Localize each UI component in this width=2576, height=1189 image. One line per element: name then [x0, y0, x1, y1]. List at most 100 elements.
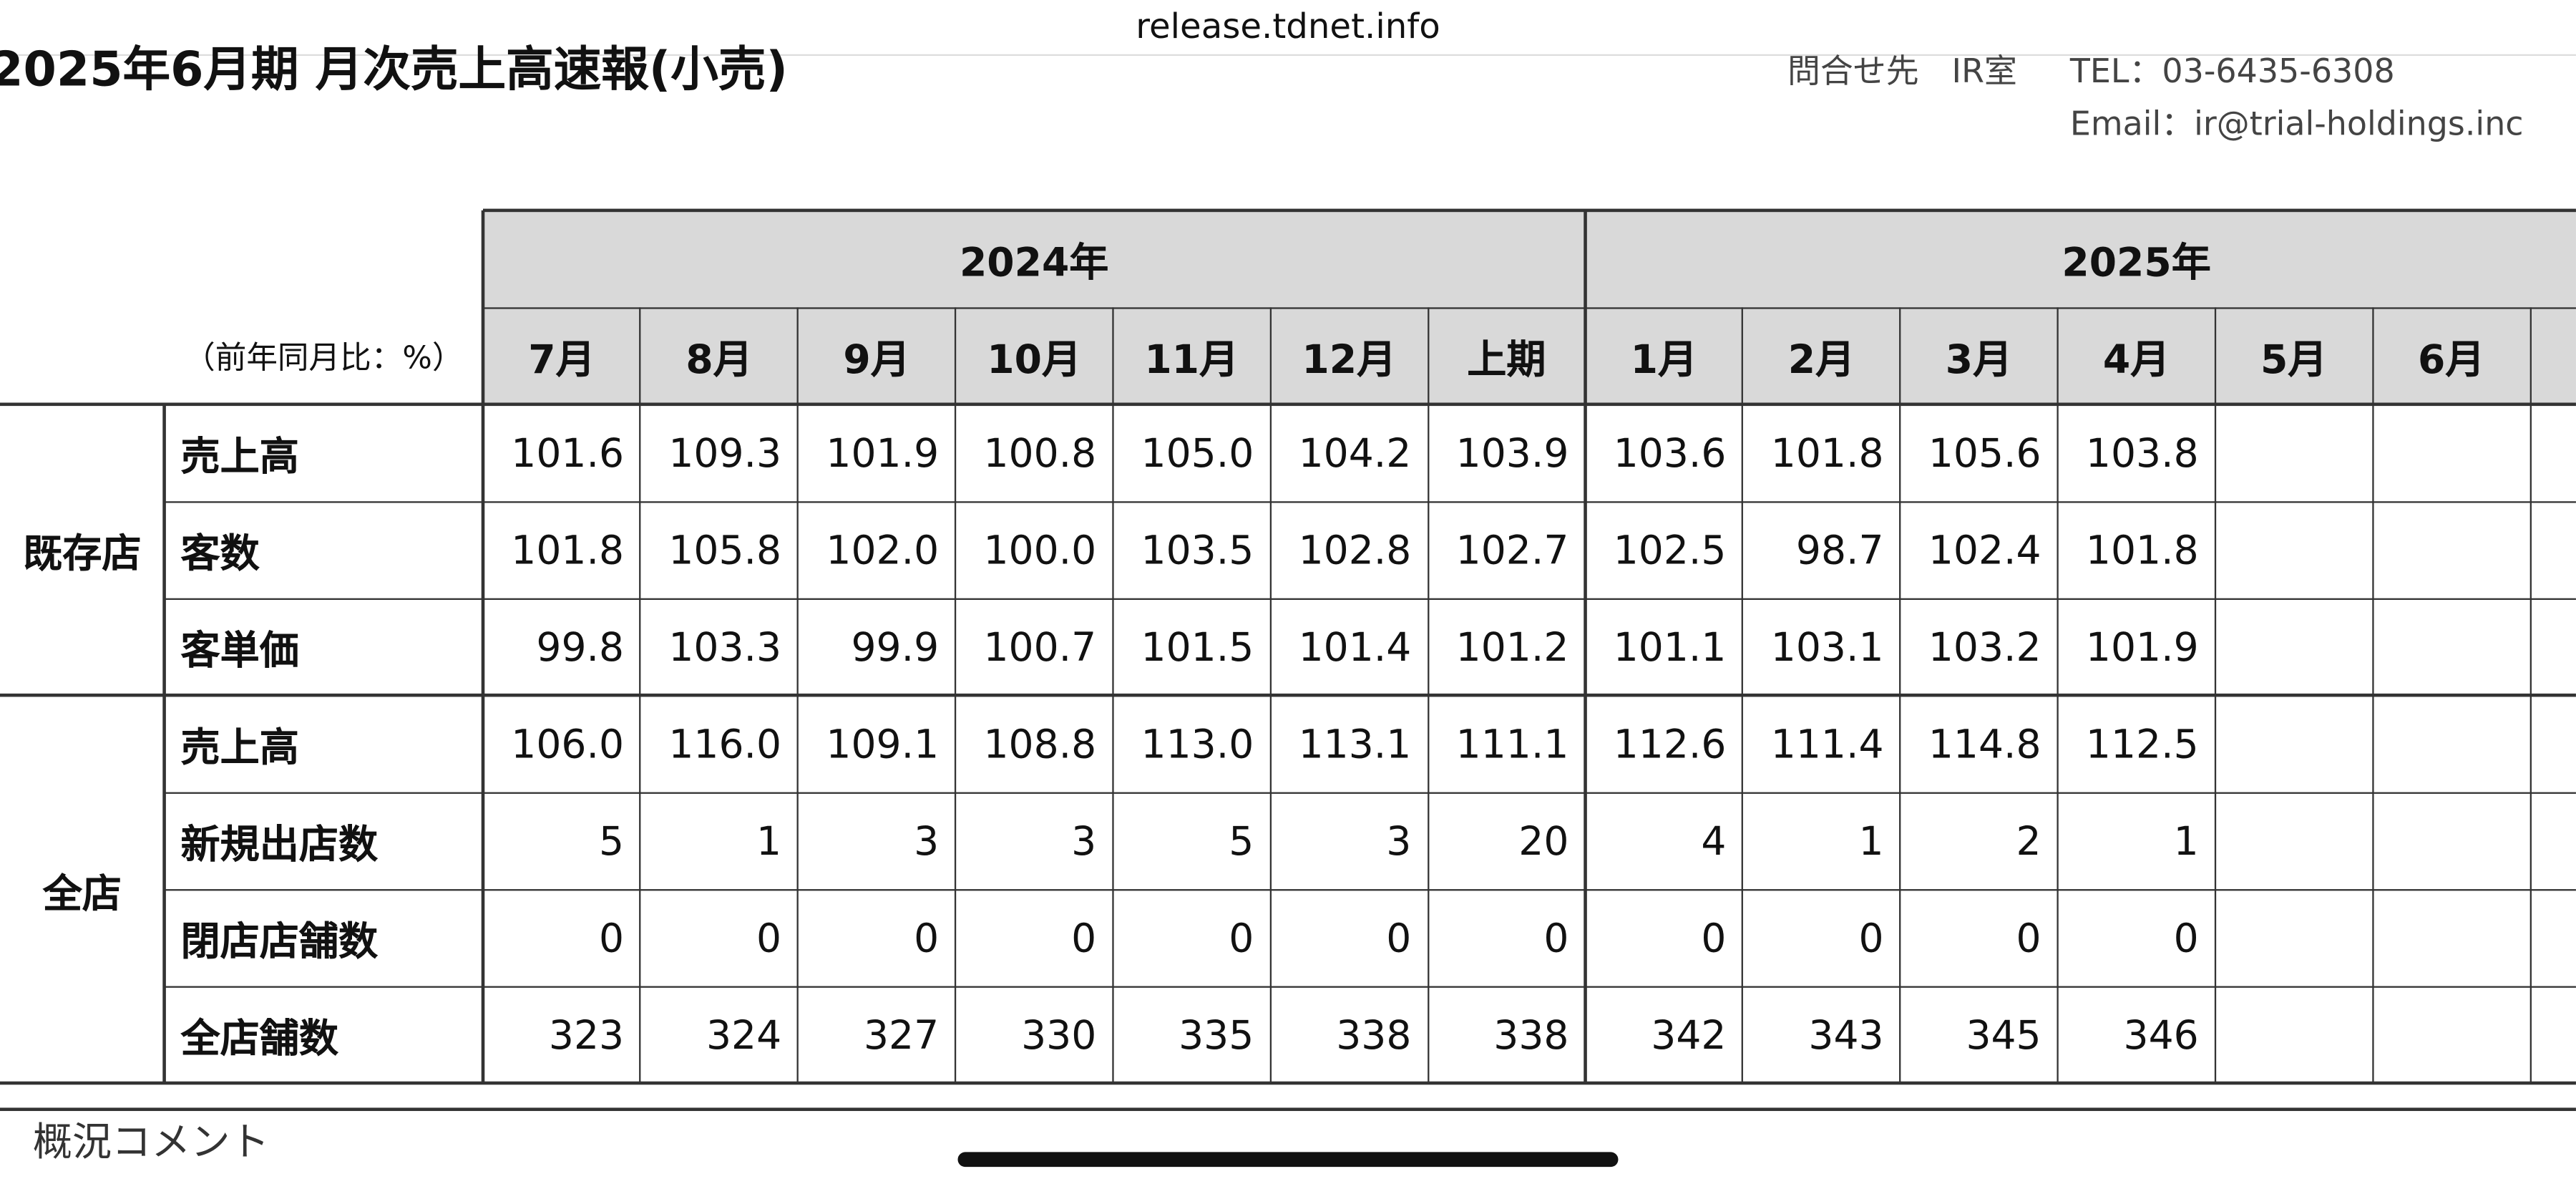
cell-value: 103.2 [1928, 623, 2041, 670]
cell-value: 1 [2173, 817, 2199, 864]
cell-value: 114.8 [1928, 720, 2041, 767]
cell-value: 100.7 [983, 623, 1097, 670]
cell-value: 338 [1493, 1011, 1569, 1058]
cell-value: 103.3 [668, 623, 782, 670]
column-header: 3月 [1945, 336, 2013, 383]
row-label: 客数 [180, 530, 260, 577]
grid-line [482, 306, 2576, 309]
cell-value: 0 [598, 914, 625, 961]
cell-value: 0 [2016, 914, 2041, 961]
cell-value: 109.3 [668, 430, 782, 476]
grid-line [1584, 210, 1587, 1083]
column-header: 9月 [843, 336, 910, 383]
grid-line [0, 402, 2576, 407]
cell-value: 116.0 [668, 720, 782, 767]
cell-value: 103.5 [1141, 526, 1254, 573]
footer-border [0, 1107, 2576, 1110]
url: release.tdnet.info [1136, 6, 1440, 47]
cell-value: 345 [1966, 1011, 2041, 1058]
cell-value: 3 [1071, 817, 1097, 864]
cell-value: 105.8 [668, 526, 782, 573]
grid-line [164, 888, 2576, 890]
column-header: 8月 [686, 336, 753, 383]
grid-line [797, 307, 799, 1083]
year-header: 2025年 [2062, 240, 2211, 286]
cell-value: 324 [706, 1011, 782, 1058]
cell-value: 98.7 [1795, 526, 1884, 573]
grid-line [2529, 307, 2531, 1083]
grid-line [955, 307, 957, 1083]
column-header: 6月 [2417, 336, 2485, 383]
column-header: 上期 [1467, 336, 1546, 383]
row-label: 客単価 [180, 628, 299, 674]
cell-value: 0 [1701, 914, 1727, 961]
cell-value: 4 [1701, 817, 1727, 864]
cell-value: 101.1 [1613, 623, 1727, 670]
cell-value: 101.9 [826, 430, 940, 476]
row-label: 閉店店舗数 [180, 918, 379, 965]
column-header: 11月 [1144, 336, 1239, 383]
cell-value: 0 [1543, 914, 1569, 961]
cell-value: 100.8 [983, 430, 1097, 476]
grid-line [164, 985, 2576, 987]
grid-line [1427, 307, 1429, 1083]
cell-value: 111.1 [1455, 720, 1569, 767]
cell-value: 3 [914, 817, 940, 864]
cell-value: 101.8 [511, 526, 625, 573]
cell-value: 0 [756, 914, 782, 961]
column-header: 10月 [987, 336, 1082, 383]
cell-value: 101.5 [1141, 623, 1254, 670]
cell-value: 101.9 [2085, 623, 2199, 670]
cell-value: 335 [1179, 1011, 1254, 1058]
cell-value: 327 [863, 1011, 940, 1058]
grid-line [640, 307, 641, 1083]
cell-value: 112.5 [2085, 720, 2199, 767]
cell-value: 346 [2123, 1011, 2199, 1058]
cell-value: 111.4 [1770, 720, 1884, 767]
grid-line [2371, 307, 2373, 1083]
cell-value: 102.4 [1928, 526, 2041, 573]
contact-email: Email：ir@trial-holdings.inc [2069, 103, 2524, 143]
cell-value: 3 [1386, 817, 1412, 864]
home-indicator [957, 1152, 1619, 1168]
column-header: 7月 [528, 336, 595, 383]
cell-value: 99.9 [851, 623, 940, 670]
cell-value: 102.0 [826, 526, 940, 573]
grid-line [482, 209, 2576, 212]
cell-value: 101.6 [511, 430, 625, 476]
grid-line [1899, 307, 1901, 1083]
cell-value: 0 [1858, 914, 1884, 961]
cell-value: 109.1 [826, 720, 940, 767]
cell-value: 103.1 [1770, 623, 1884, 670]
cell-value: 0 [1071, 914, 1097, 961]
grid-line [1269, 307, 1272, 1083]
cell-value: 1 [1858, 817, 1884, 864]
doc-title: 2025年6月期 月次売上高速報(小売) [0, 41, 788, 97]
cell-value: 101.8 [1770, 430, 1884, 476]
cell-value: 101.4 [1298, 623, 1412, 670]
grid-line [2057, 307, 2059, 1083]
grid-line [164, 597, 2576, 599]
grid-line [481, 210, 485, 1083]
cell-value: 112.6 [1613, 720, 1727, 767]
column-header: 4月 [2102, 336, 2170, 383]
grid-line [1112, 307, 1114, 1083]
cell-value: 20 [1518, 817, 1569, 864]
cell-value: 343 [1808, 1011, 1884, 1058]
cell-value: 101.2 [1455, 623, 1569, 670]
cell-value: 102.5 [1613, 526, 1727, 573]
row-label: 新規出店数 [180, 821, 379, 868]
grid-line [2214, 307, 2216, 1083]
cell-value: 103.8 [2085, 430, 2199, 476]
column-header: 12月 [1302, 336, 1397, 383]
grid-line [0, 694, 2576, 697]
cell-value: 102.8 [1298, 526, 1412, 573]
cell-value: 1 [756, 817, 782, 864]
grid-line [0, 1081, 2576, 1085]
cell-value: 103.6 [1613, 430, 1727, 476]
group-label: 既存店 [23, 530, 142, 577]
row-label: 全店舗数 [180, 1015, 338, 1062]
cell-value: 0 [914, 914, 940, 961]
cell-value: 0 [2173, 914, 2199, 961]
